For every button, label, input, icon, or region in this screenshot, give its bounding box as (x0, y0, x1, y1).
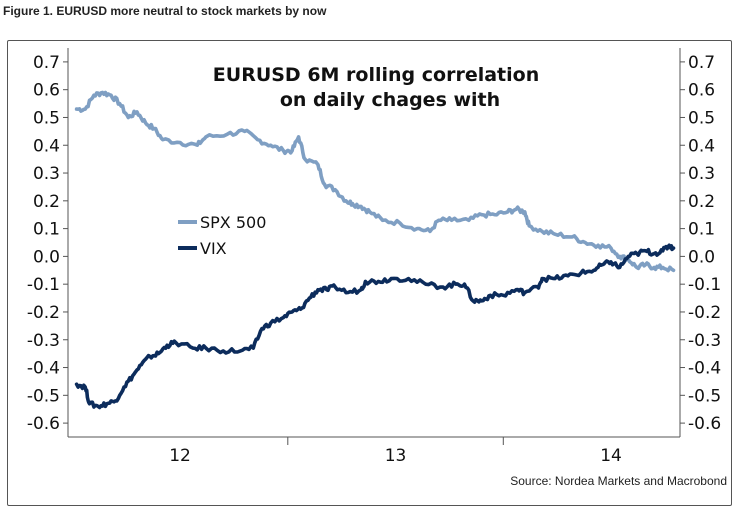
series-line-vix (74, 243, 676, 410)
y-tick-label-left: -0.3 (27, 331, 60, 351)
y-tick-label-right: -0.5 (688, 386, 721, 406)
legend-label: SPX 500 (200, 213, 266, 232)
chart-title-line: on daily chages with (280, 89, 500, 111)
y-tick-label-right: 0.6 (688, 81, 715, 101)
chart-frame (7, 40, 732, 506)
plot-axes: 0.7 0.7 0.6 0.6 0.5 0.5 0.4 0.4 0.3 0.3 0.2 0.2 0.1 0… (27, 48, 721, 466)
y-tick-label-right: 0.5 (688, 108, 715, 128)
y-tick-label-left: -0.5 (27, 386, 60, 406)
y-tick-label-right: -0.2 (688, 303, 721, 323)
y-tick-label-left: 0.7 (33, 53, 60, 73)
y-tick-label-left: -0.6 (27, 414, 60, 434)
y-tick-label-left: 0.0 (33, 247, 60, 267)
y-tick-label-right: 0.3 (688, 164, 715, 184)
y-tick-label-right: 0.4 (688, 136, 715, 156)
series-layer (74, 90, 676, 410)
y-tick-label-left: 0.2 (33, 192, 60, 212)
y-tick-label-left: 0.6 (33, 81, 60, 101)
y-tick-label-left: -0.2 (27, 303, 60, 323)
x-tick-label: 13 (385, 446, 407, 466)
y-tick-label-right: -0.3 (688, 331, 721, 351)
y-tick-label-left: 0.5 (33, 108, 60, 128)
legend: SPX 500 VIX (178, 213, 266, 258)
y-tick-label-right: 0.0 (688, 247, 715, 267)
y-tick-label-left: 0.1 (33, 220, 60, 240)
figure-caption: Figure 1. EURUSD more neutral to stock m… (3, 4, 327, 18)
y-tick-label-right: -0.1 (688, 275, 721, 295)
y-tick-label-right: -0.6 (688, 414, 721, 434)
chart-title-line: EURUSD 6M rolling correlation (213, 64, 539, 86)
series-line-spx-500 (74, 90, 676, 273)
y-tick-label-left: -0.4 (27, 359, 60, 379)
x-tick-label: 14 (600, 446, 622, 466)
y-tick-label-right: 0.2 (688, 192, 715, 212)
y-tick-label-left: -0.1 (27, 275, 60, 295)
x-tick-label: 12 (169, 446, 191, 466)
y-tick-label-left: 0.4 (33, 136, 60, 156)
source-note: Source: Nordea Markets and Macrobond (510, 474, 727, 488)
y-tick-label-right: 0.7 (688, 53, 715, 73)
chart-title: EURUSD 6M rolling correlation on daily ch… (213, 64, 539, 111)
y-tick-label-left: 0.3 (33, 164, 60, 184)
y-tick-label-right: -0.4 (688, 359, 721, 379)
legend-label: VIX (200, 239, 227, 258)
y-tick-label-right: 0.1 (688, 220, 715, 240)
